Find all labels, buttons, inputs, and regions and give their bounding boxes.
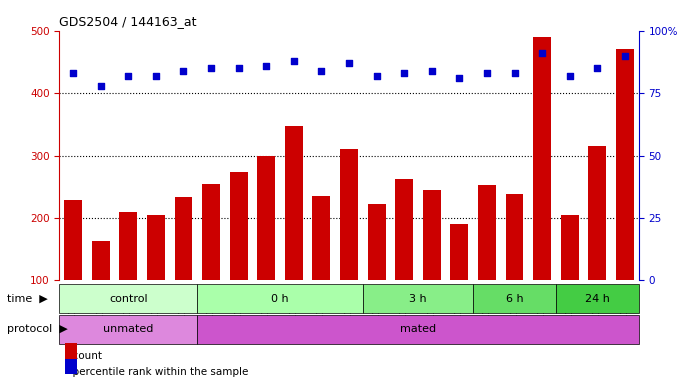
Bar [473,284,556,313]
Bar [119,212,138,280]
Bar [368,204,385,280]
Point [233,65,244,71]
Point [509,70,520,76]
Point [454,75,465,81]
Bar [59,284,198,313]
Point [288,58,299,64]
Point [426,68,438,74]
Point [399,70,410,76]
Bar [478,185,496,280]
Text: 24 h: 24 h [585,293,610,304]
Text: 6 h: 6 h [506,293,524,304]
Point [371,73,383,79]
Point [564,73,575,79]
Bar [340,149,358,280]
Bar [64,200,82,280]
Point [315,68,327,74]
Bar [147,215,165,280]
Bar [91,241,110,280]
Text: protocol  ▶: protocol ▶ [7,324,68,334]
Bar [616,50,634,280]
Point [68,70,79,76]
Text: 3 h: 3 h [409,293,426,304]
Bar [174,197,193,280]
Bar [363,284,473,313]
Bar [198,315,639,344]
Bar [505,194,524,280]
Point [205,65,216,71]
Bar [588,146,607,280]
Text: unmated: unmated [103,324,154,334]
Point [619,53,630,59]
Text: mated: mated [400,324,436,334]
Bar [230,172,248,280]
Bar [202,184,220,280]
Bar [533,37,551,280]
Text: 0 h: 0 h [272,293,289,304]
Text: time  ▶: time ▶ [7,293,47,304]
Bar [59,315,198,344]
Point [343,60,355,66]
Point [482,70,493,76]
Bar [313,196,330,280]
Bar [198,284,363,313]
Point [150,73,161,79]
Point [260,63,272,69]
Bar [450,224,468,280]
Text: count: count [66,351,103,361]
Point [178,68,189,74]
Bar [423,190,440,280]
Text: control: control [109,293,147,304]
Bar [285,126,303,280]
Point [537,50,548,56]
Bar [395,179,413,280]
Point [123,73,134,79]
Text: GDS2504 / 144163_at: GDS2504 / 144163_at [59,15,197,28]
Bar [560,215,579,280]
Point [95,83,106,89]
Text: percentile rank within the sample: percentile rank within the sample [66,366,248,377]
Bar [556,284,639,313]
Point [592,65,603,71]
Bar [258,156,275,280]
